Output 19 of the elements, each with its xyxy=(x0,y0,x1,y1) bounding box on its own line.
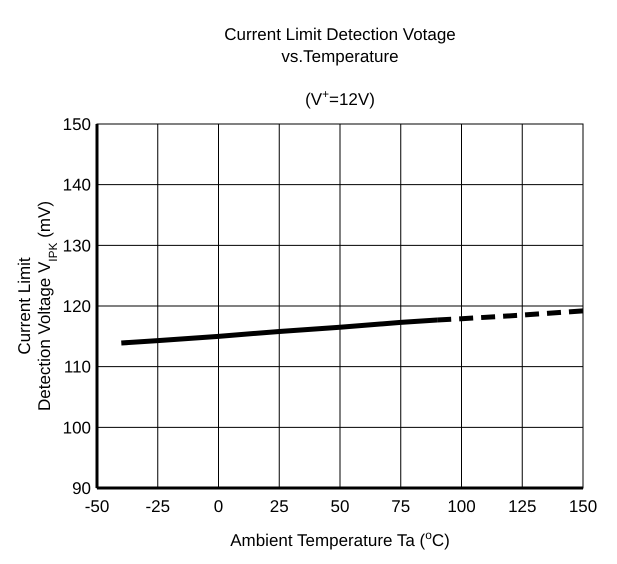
y-tick-label: 110 xyxy=(64,358,91,377)
y-tick-label: 140 xyxy=(62,176,91,195)
x-tick-label: -50 xyxy=(84,497,110,516)
x-tick-label: -25 xyxy=(145,497,170,516)
x-axis-title: Ambient Temperature Ta ($^{o}$C) xyxy=(230,528,450,550)
y-tick-label: 150 xyxy=(62,114,91,134)
x-tick-label: 75 xyxy=(391,497,410,516)
x-tick-label: 25 xyxy=(270,497,289,516)
x-tick-label: 0 xyxy=(214,497,224,516)
chart-subtitle: (V$^{+}$=12V) xyxy=(305,87,375,109)
x-tick-label: 125 xyxy=(508,497,536,516)
y-tick-label: 90 xyxy=(72,478,91,498)
y-tick-label: 130 xyxy=(62,236,91,256)
x-tick-label: 50 xyxy=(330,497,350,516)
x-tick-label: 100 xyxy=(447,497,476,516)
y-tick-label: 120 xyxy=(62,296,91,316)
y-tick-label: 100 xyxy=(62,418,91,438)
chart-title: Current Limit Detection Votage vs.Temperature xyxy=(224,25,456,66)
x-tick-label: 150 xyxy=(568,497,598,516)
